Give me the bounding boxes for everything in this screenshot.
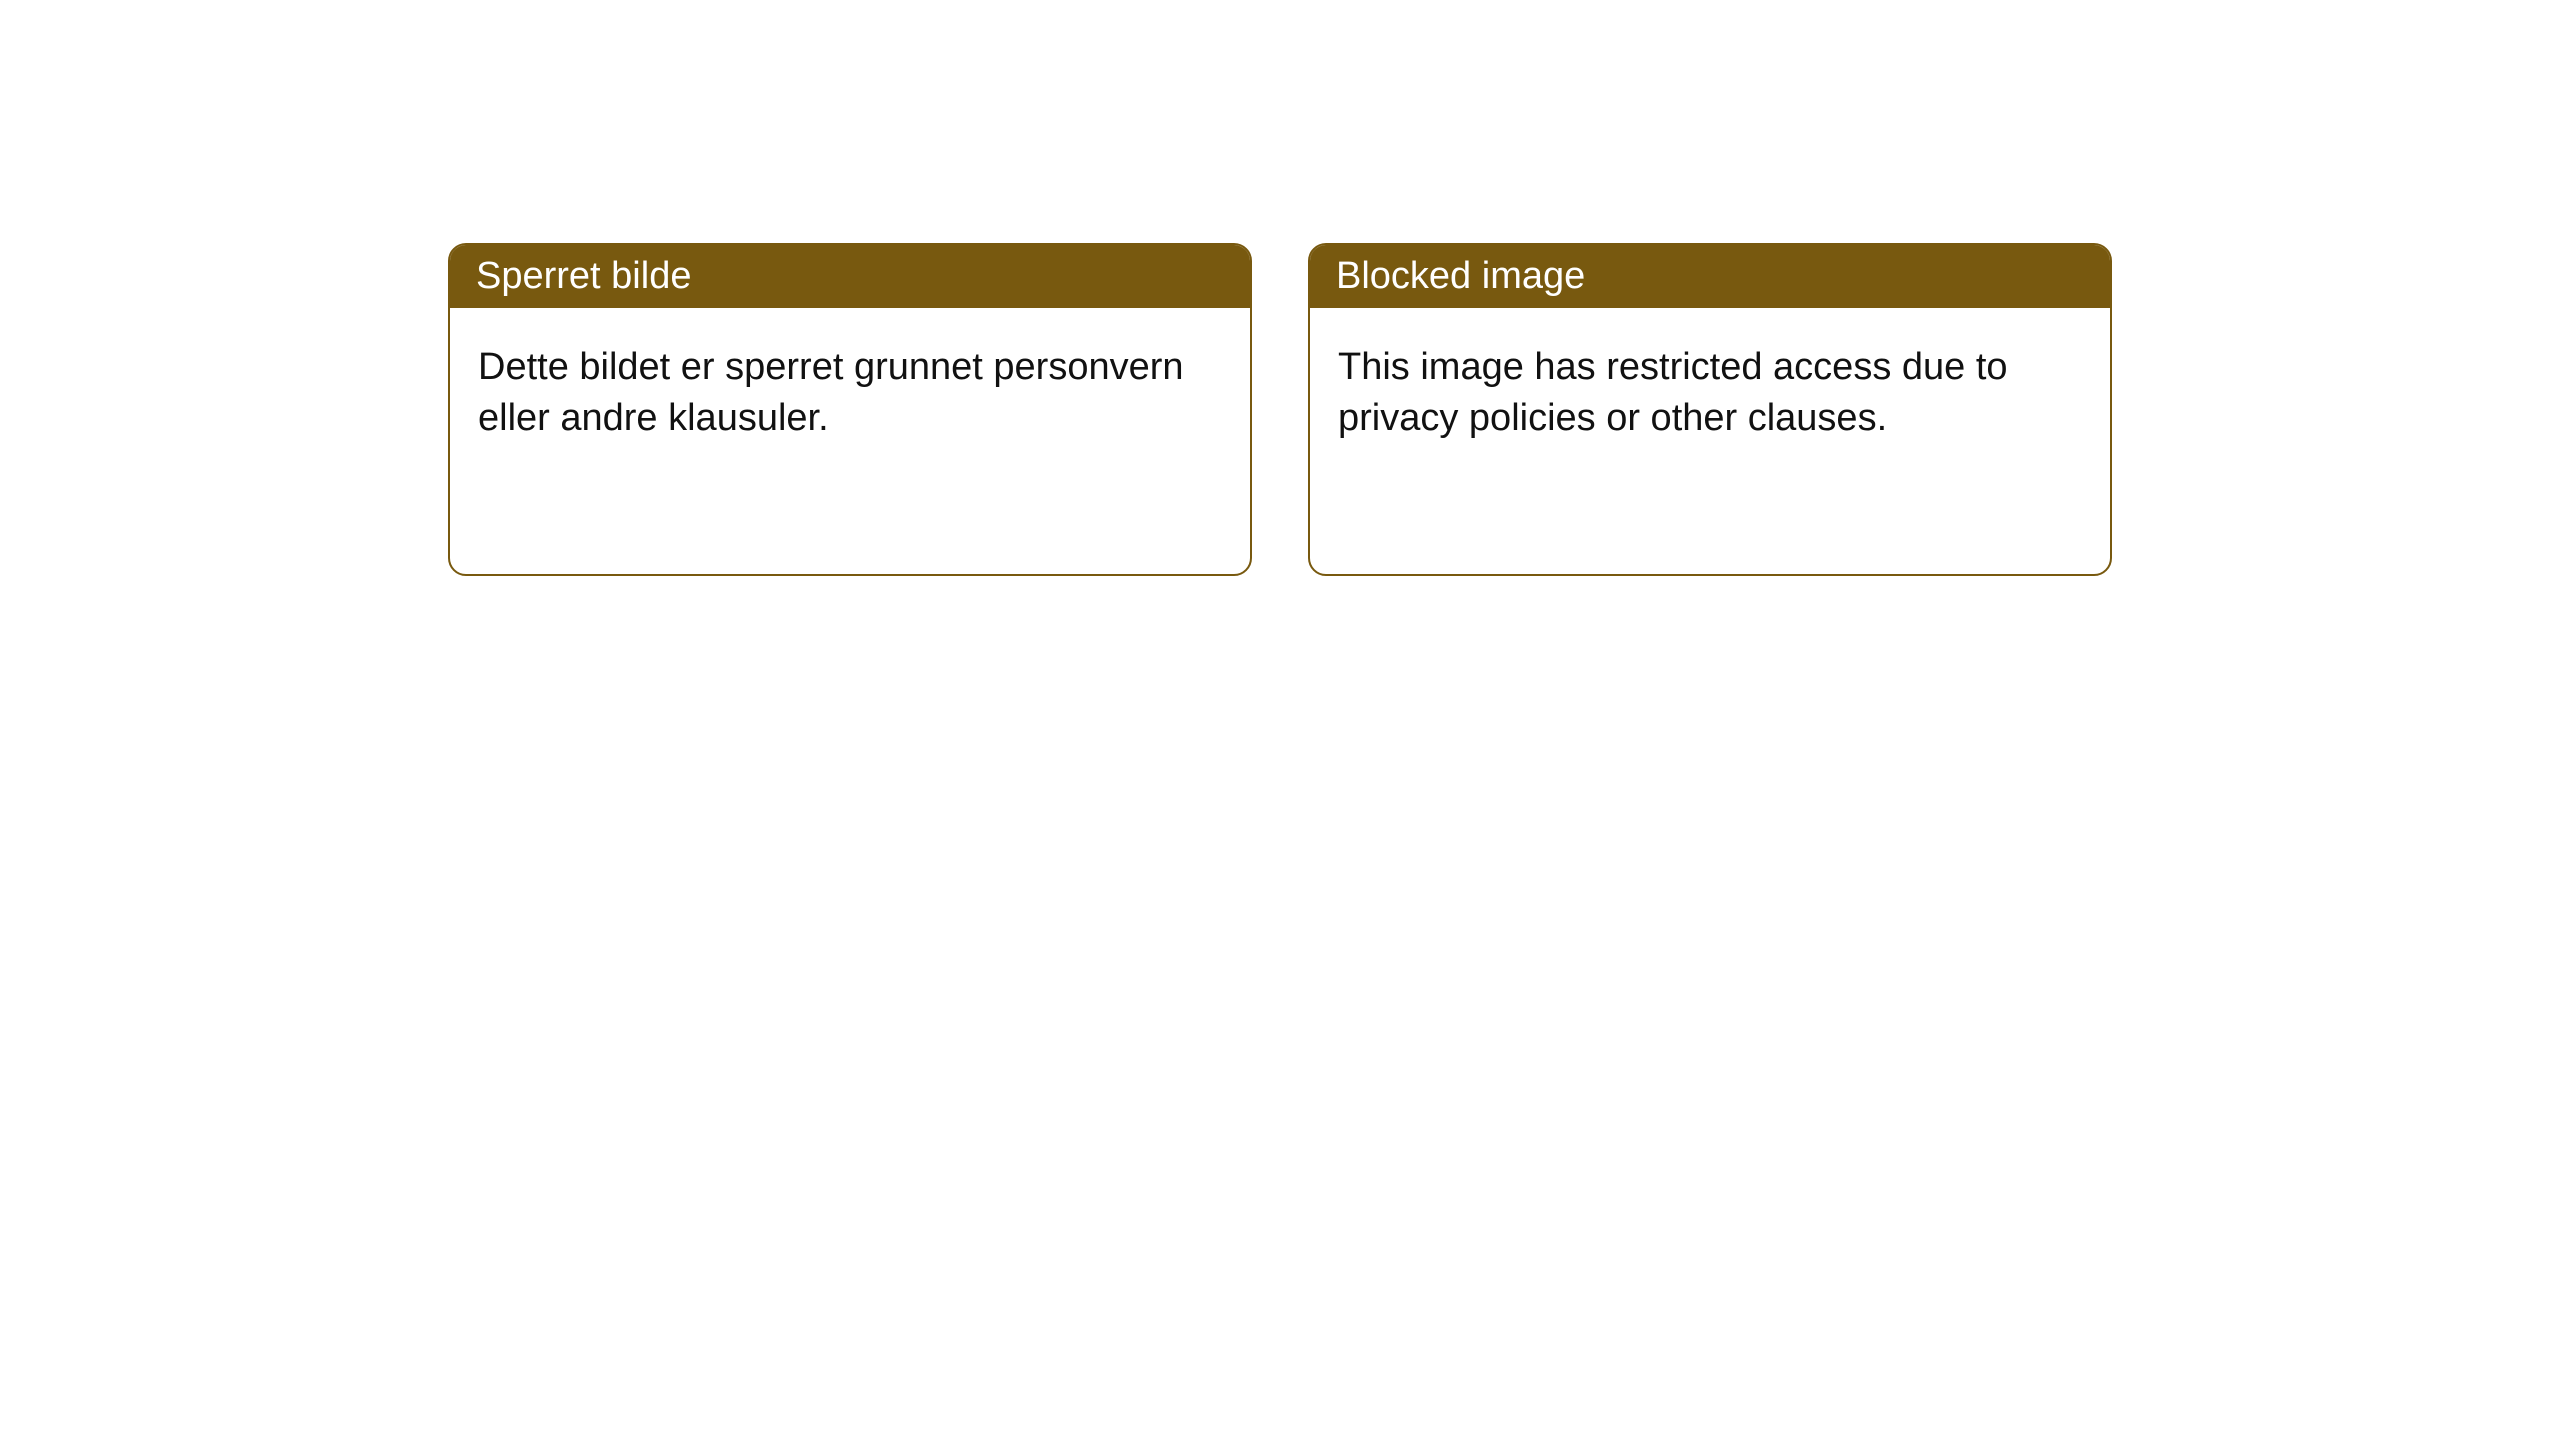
notice-card-no: Sperret bilde Dette bildet er sperret gr…: [448, 243, 1252, 576]
notice-title-en: Blocked image: [1310, 245, 2110, 308]
notice-body-en: This image has restricted access due to …: [1310, 308, 2110, 479]
notice-container: Sperret bilde Dette bildet er sperret gr…: [0, 0, 2560, 576]
notice-title-no: Sperret bilde: [450, 245, 1250, 308]
notice-card-en: Blocked image This image has restricted …: [1308, 243, 2112, 576]
notice-body-no: Dette bildet er sperret grunnet personve…: [450, 308, 1250, 479]
